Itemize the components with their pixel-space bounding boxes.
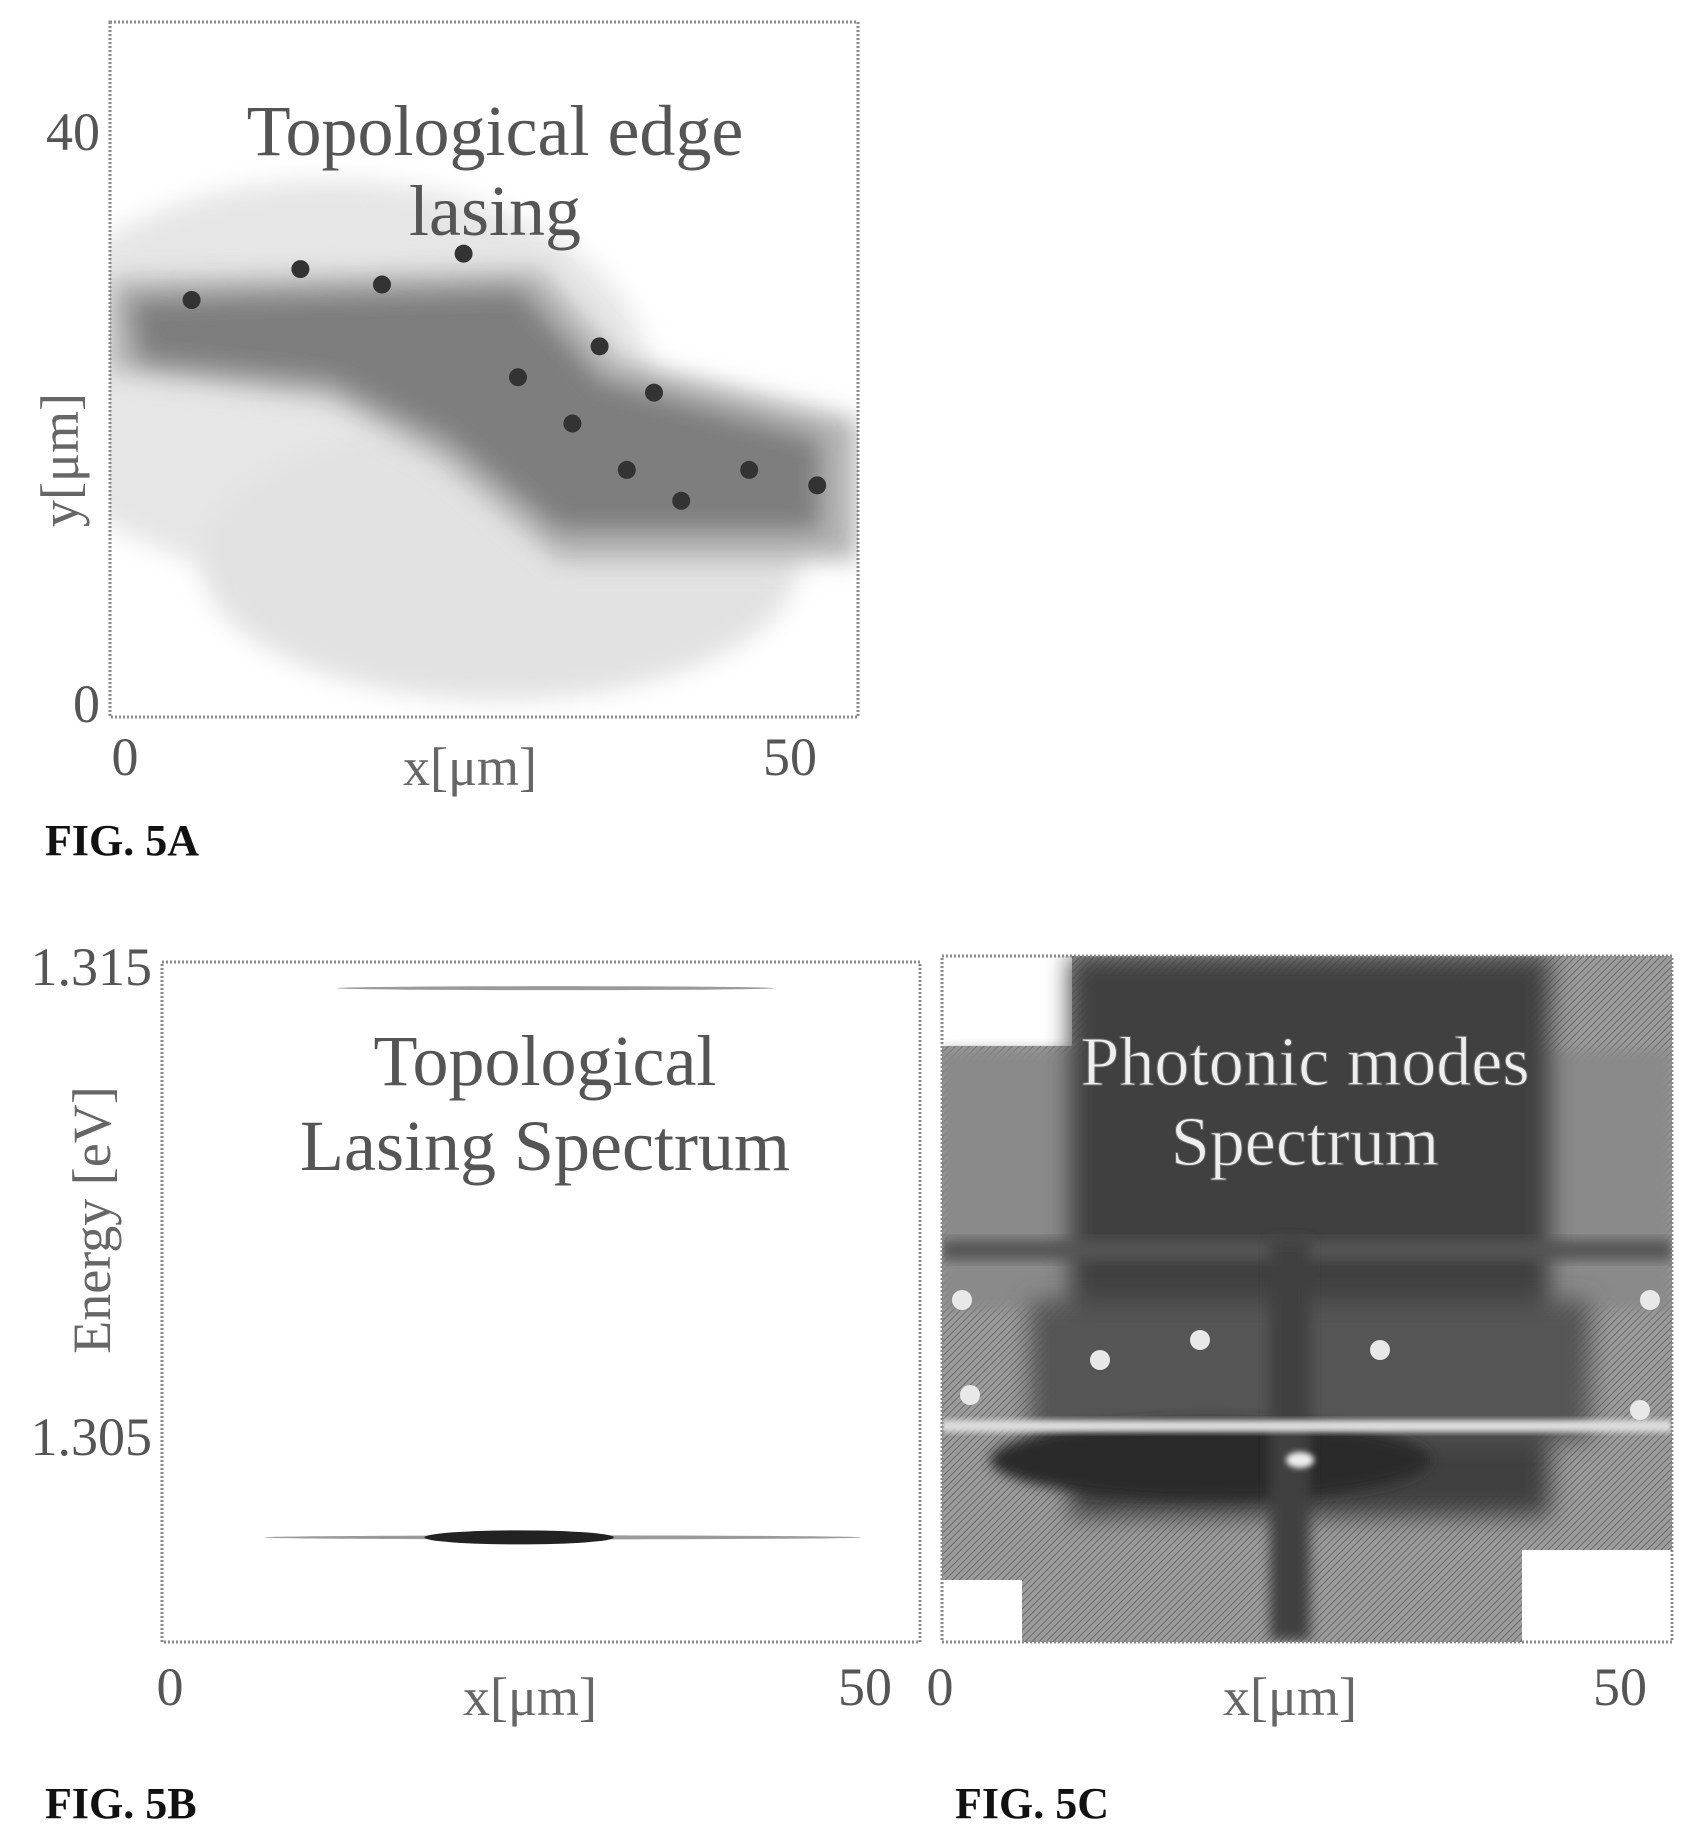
plot-frame-5c (940, 954, 1674, 1644)
y-label-5b: Energy [eV] (62, 1086, 122, 1353)
mode-blob (1190, 1330, 1210, 1350)
annotation-5a-line2: lasing (409, 171, 581, 251)
annotation-5a-line1: Topological edge (247, 91, 744, 171)
x-tick-5c-right: 50 (1593, 1657, 1647, 1717)
annotation-5c-line1: Photonic modes (1080, 1024, 1529, 1101)
figure-label-5a: FIG. 5A (45, 816, 199, 865)
edge-mode-point (454, 244, 473, 263)
edge-mode-point (672, 491, 691, 510)
x-tick-5b-left: 0 (157, 1657, 184, 1717)
spectrum-lines-5b (264, 986, 862, 1545)
edge-mode-point (373, 275, 391, 294)
mode-blob (1090, 1350, 1110, 1370)
plot-frame-5b (160, 960, 922, 1644)
edge-mode-point (645, 383, 663, 402)
y-tick-5a-bottom: 0 (73, 674, 100, 734)
edge-mode-point (808, 476, 827, 495)
mode-blobs-5c (952, 1290, 1660, 1420)
edge-mode-point (182, 291, 201, 309)
y-tick-5a-top: 40 (46, 102, 100, 162)
panel-5a: Topological edge lasing 40 0 0 50 x[μm] … (30, 20, 860, 797)
y-tick-5b-top: 1.315 (31, 937, 153, 997)
mode-blob (1370, 1340, 1390, 1360)
x-tick-5a-left: 0 (112, 727, 139, 787)
plot-frame-5a (108, 20, 860, 719)
panel-5b: Topological Lasing Spectrum 1.315 1.305 … (31, 937, 922, 1727)
mode-blob (1630, 1400, 1650, 1420)
edge-mode-point (509, 368, 527, 387)
x-tick-5a-right: 50 (763, 727, 817, 787)
y-label-5a: y[μm] (30, 393, 90, 527)
figure-label-5b: FIG. 5B (45, 1779, 197, 1828)
lasing-line-strong (424, 1530, 614, 1545)
annotation-5b-line2: Lasing Spectrum (300, 1106, 790, 1186)
annotation-5c-line2: Spectrum (1171, 1104, 1439, 1181)
figure-label-5c: FIG. 5C (955, 1779, 1109, 1828)
y-tick-5b-bottom: 1.305 (31, 1407, 153, 1467)
heatmap-5c (942, 956, 1672, 1642)
edge-mode-point (617, 460, 636, 479)
mode-blob (1640, 1290, 1660, 1310)
edge-mode-point (590, 337, 609, 356)
edge-mode-point (291, 260, 310, 279)
x-tick-5b-right: 50 (838, 1657, 892, 1717)
x-label-5a: x[μm] (403, 737, 537, 797)
x-label-5c: x[μm] (1223, 1667, 1357, 1727)
mode-blob (952, 1290, 972, 1310)
spectral-line-weak (336, 986, 775, 991)
x-label-5b: x[μm] (463, 1667, 597, 1727)
x-tick-5c-left: 0 (927, 1657, 954, 1717)
edge-mode-point (740, 460, 759, 479)
panel-5c: Photonic modes Spectrum 0 50 x[μm] (927, 954, 1674, 1727)
heatmap-5a (110, 22, 858, 717)
mode-blob (960, 1385, 980, 1405)
annotation-5b-line1: Topological (374, 1021, 717, 1101)
edge-mode-point (563, 414, 582, 433)
edge-mode-points (182, 244, 827, 510)
